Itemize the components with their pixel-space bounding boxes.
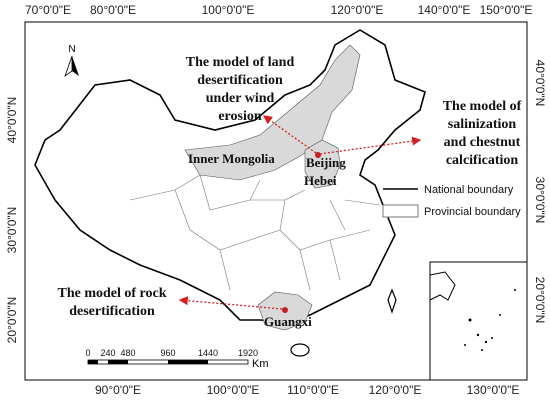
- left-axis-label: 30°0'0"N: [5, 207, 19, 254]
- scale-label: 0: [85, 348, 90, 358]
- annotation-text: desertification: [197, 73, 283, 88]
- guangxi-marker: [282, 307, 288, 313]
- top-axis-label: 120°0'0"E: [331, 3, 384, 17]
- top-axis-label: 70°0'0"E: [25, 3, 71, 17]
- scale-label: 1440: [198, 348, 218, 358]
- inner-mongolia-area: [184, 44, 361, 181]
- top-axis-label: 100°0'0"E: [202, 3, 255, 17]
- annotation-text: under wind: [206, 91, 275, 106]
- annotation-text: The model of: [443, 99, 522, 114]
- annotation-text: salinization: [448, 117, 517, 132]
- top-axis-label: 150°0'0"E: [480, 3, 533, 17]
- north-label: N: [68, 44, 75, 55]
- bottom-axis-label: 90°0'0"E: [95, 383, 141, 397]
- north-arrow: [72, 56, 79, 76]
- north-arrow: [64, 55, 73, 78]
- region-label: Hebei: [304, 173, 337, 188]
- annotation-arrow: [262, 115, 317, 154]
- scale-bar: [87, 359, 249, 365]
- bottom-axis-label: 110°0'0"E: [287, 383, 339, 397]
- scale-unit: Km: [252, 358, 269, 370]
- annotation-text: The model of land: [186, 55, 295, 70]
- hebei-area: [304, 139, 341, 189]
- inset-islands: [464, 289, 516, 351]
- provincial-boundaries: [129, 174, 381, 291]
- legend-label: National boundary: [424, 184, 514, 196]
- scale-label: 240: [100, 348, 115, 358]
- taiwan: [387, 288, 397, 314]
- annotation-text: and chestnut: [444, 135, 521, 150]
- right-axis-label: 30°0'0"N: [533, 177, 547, 224]
- left-axis-label: 20°0'0"N: [5, 297, 19, 344]
- annotation-text: calcification: [446, 153, 519, 168]
- bottom-axis-label: 120°0'0"E: [369, 383, 422, 397]
- top-axis-label: 80°0'0"E: [90, 3, 136, 17]
- inset-coast: [429, 271, 456, 301]
- right-axis-label: 20°0'0"N: [533, 277, 547, 324]
- legend-box: [382, 204, 419, 218]
- scale-label: 960: [160, 348, 175, 358]
- annotation-text: desertification: [69, 304, 155, 319]
- left-axis-label: 40°0'0"N: [5, 97, 19, 144]
- hainan: [290, 343, 310, 357]
- region-label: Inner Mongolia: [188, 151, 275, 166]
- annotation-arrow: [319, 136, 422, 155]
- bottom-axis-label: 100°0'0"E: [207, 383, 260, 397]
- scale-label: 1920: [238, 348, 258, 358]
- annotation-text: The model of rock: [57, 286, 166, 301]
- annotation-arrow: [178, 296, 283, 310]
- scale-label: 480: [120, 348, 135, 358]
- bottom-axis-label: 130°0'0"E: [467, 383, 520, 397]
- annotation-text: erosion: [218, 109, 262, 124]
- right-axis-label: 40°0'0"N: [533, 60, 547, 107]
- region-label: Guangxi: [264, 314, 312, 329]
- region-label: Beijing: [306, 155, 346, 170]
- inset-frame: [429, 261, 528, 381]
- legend-label: Provincial boundary: [424, 206, 521, 218]
- beijing-marker: [315, 152, 321, 158]
- top-axis-label: 140°0'0"E: [418, 3, 471, 17]
